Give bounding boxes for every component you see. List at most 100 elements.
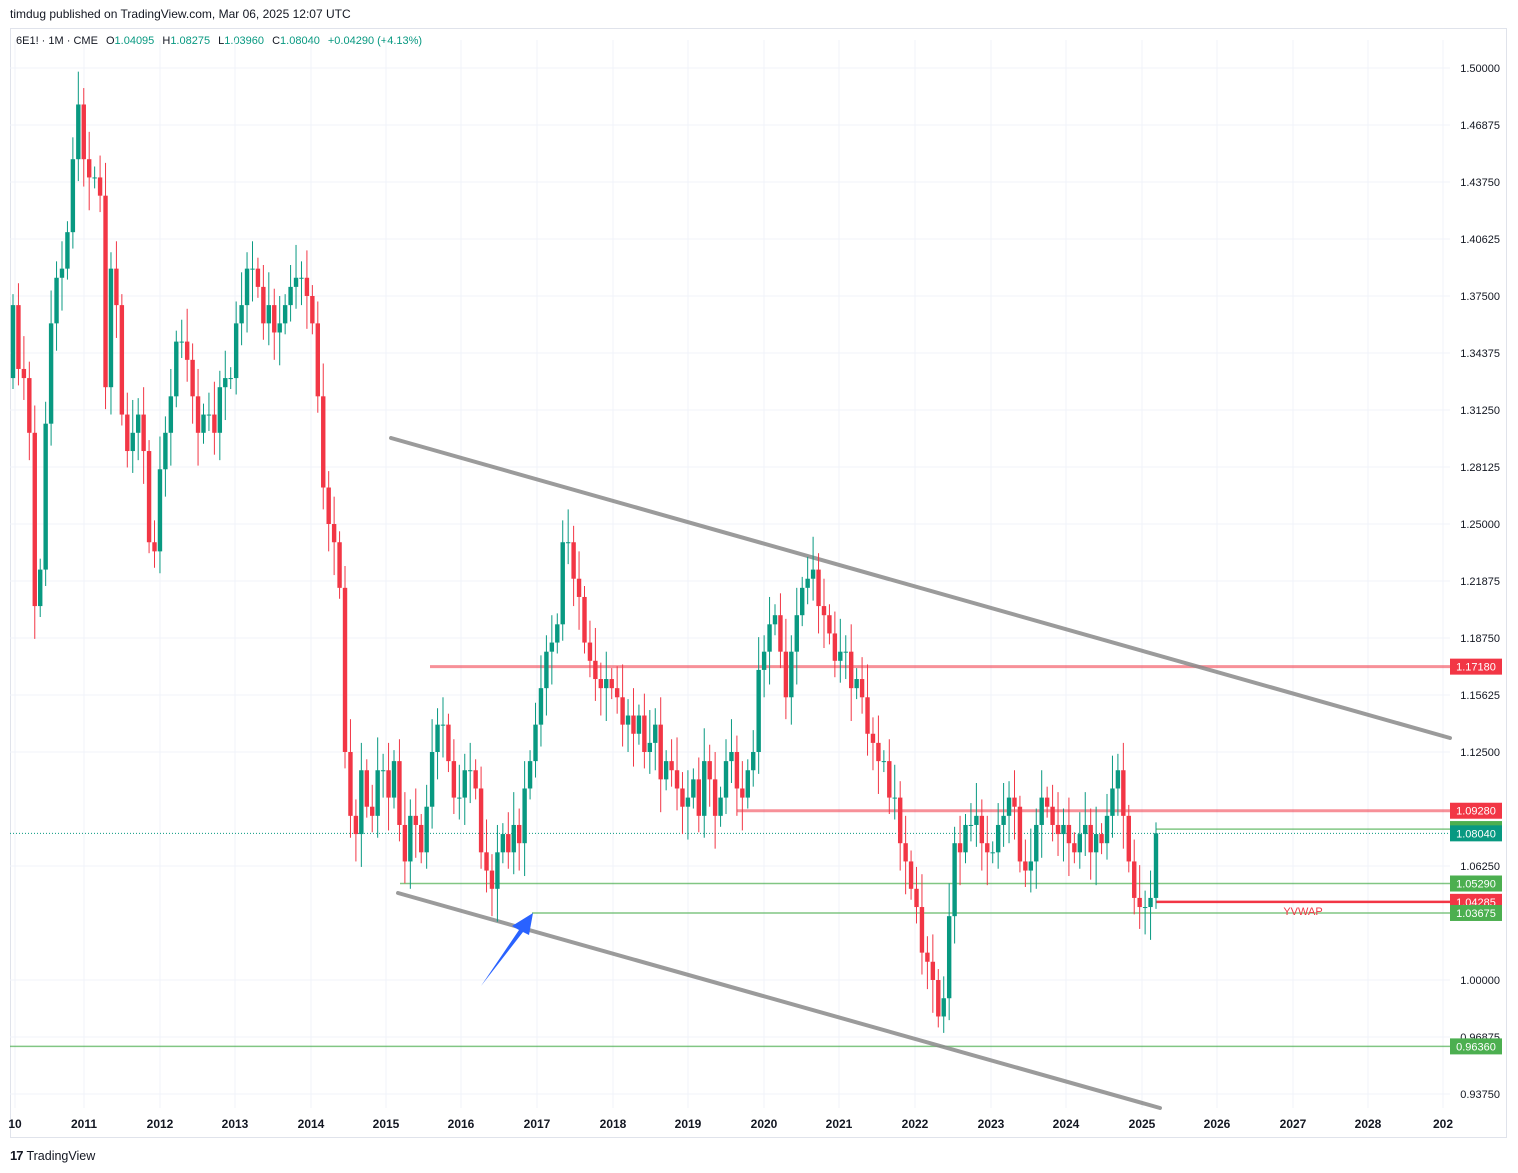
candle-body <box>331 524 337 543</box>
candle-body <box>778 615 783 652</box>
candle-body <box>255 268 261 287</box>
candle-body <box>821 606 827 616</box>
upper-trendline <box>389 436 1452 740</box>
price-level-badge <box>1450 825 1502 842</box>
ohlc-legend: 6E1! · 1M · CME O1.04095 H1.08275 L1.039… <box>16 35 422 47</box>
candle-body <box>925 952 930 962</box>
yvwap-label: YVWAP <box>1283 906 1322 918</box>
candle-body <box>761 651 767 670</box>
candle <box>397 739 402 842</box>
candle-body <box>429 752 435 807</box>
candle <box>59 241 65 311</box>
candle <box>794 587 799 685</box>
candle-body <box>201 414 206 433</box>
candle <box>141 387 146 484</box>
candle <box>985 815 990 886</box>
candle-body <box>478 788 484 853</box>
candle <box>849 624 854 721</box>
candle <box>892 764 897 820</box>
candle-body <box>1093 834 1099 853</box>
candle-body <box>555 624 560 643</box>
candle <box>1099 823 1104 855</box>
candle <box>620 664 625 747</box>
candle-body <box>87 159 92 178</box>
candle <box>843 635 848 680</box>
candle <box>609 668 614 700</box>
candle-body <box>206 414 212 416</box>
candle-body <box>897 797 903 844</box>
candle <box>658 697 663 813</box>
candle <box>21 336 27 400</box>
candle <box>184 308 190 382</box>
candle-body <box>533 724 538 762</box>
candle <box>386 742 391 831</box>
candle-body <box>565 542 571 544</box>
x-tick-label: 2025 <box>1129 1117 1156 1131</box>
candle <box>1153 822 1159 909</box>
tradingview-footer: 17 TradingView <box>10 1148 95 1163</box>
candle-body <box>462 770 467 798</box>
candle <box>974 783 979 847</box>
candle <box>952 826 957 944</box>
candle-body <box>119 305 125 415</box>
candle-body <box>740 788 745 798</box>
candle-body <box>97 177 103 196</box>
candle <box>593 627 598 701</box>
candle <box>685 770 691 840</box>
candle <box>70 137 76 249</box>
candle-body <box>65 232 70 269</box>
candle <box>555 613 560 654</box>
x-tick-label: 2020 <box>751 1117 778 1131</box>
x-tick-label: 2012 <box>147 1117 174 1131</box>
candle-body <box>663 761 669 780</box>
candle-body <box>544 651 549 689</box>
candle <box>1083 792 1088 856</box>
candle-body <box>342 587 348 752</box>
candle <box>827 604 832 645</box>
candle <box>277 296 282 366</box>
candle-body <box>108 268 114 388</box>
candle <box>990 841 995 864</box>
candle <box>865 664 870 756</box>
candle-body <box>745 770 750 798</box>
candle <box>419 814 424 864</box>
y-tick-label: 1.31250 <box>1460 405 1500 417</box>
candle-body <box>718 797 723 816</box>
candle-body <box>1066 824 1072 844</box>
candle <box>745 759 750 809</box>
candle-body <box>413 815 418 825</box>
candle <box>1104 793 1110 860</box>
candle <box>1121 742 1126 849</box>
candle <box>446 713 451 773</box>
candle <box>598 662 604 716</box>
candle-body <box>849 651 854 689</box>
candle-body <box>1110 788 1115 816</box>
candle <box>1077 812 1082 869</box>
candle <box>288 264 293 322</box>
y-tick-label: 1.43750 <box>1460 177 1500 189</box>
candle-body <box>337 542 342 588</box>
candle <box>778 593 783 669</box>
candle-body <box>789 651 794 698</box>
candle <box>1055 792 1061 856</box>
y-tick-label: 1.21875 <box>1460 576 1500 588</box>
candle-body <box>152 542 157 552</box>
y-tick-label: 1.15625 <box>1460 690 1500 702</box>
candle-body <box>870 733 876 743</box>
candle-body <box>734 752 740 789</box>
candle-body <box>1001 815 1006 825</box>
candle-body <box>946 916 952 999</box>
candle <box>1137 865 1142 929</box>
price-level-badge <box>1450 658 1502 675</box>
candle-body <box>1088 824 1093 853</box>
candle-body <box>876 742 881 762</box>
candle-body <box>1132 861 1137 898</box>
candle-body <box>1099 834 1104 844</box>
candle-body <box>244 268 250 306</box>
candle-body <box>282 305 288 324</box>
candle-body <box>402 824 408 862</box>
candle-body <box>729 752 734 762</box>
candle-body <box>522 788 527 844</box>
candle-body <box>892 797 897 799</box>
